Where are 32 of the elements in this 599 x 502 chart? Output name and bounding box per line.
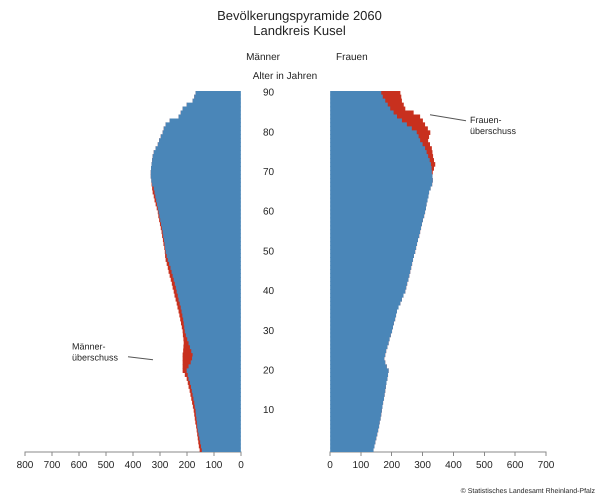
x-tick-label: 800 [16, 460, 34, 471]
x-tick-label: 700 [538, 460, 555, 471]
annotation: Männer- überschuss [72, 341, 119, 362]
y-tick-label: 40 [263, 286, 275, 298]
x-tick-label: 600 [70, 460, 88, 471]
x-tick-label: 300 [414, 460, 432, 471]
y-tick-label: 70 [263, 167, 275, 178]
text: Männer [245, 52, 280, 63]
x-tick-label: 100 [352, 460, 370, 471]
x-tick-label: 500 [98, 460, 115, 471]
x-tick-label: 200 [178, 460, 196, 471]
x-tick-label: 200 [383, 460, 400, 471]
y-tick-label: 10 [263, 405, 275, 416]
x-tick-label: 700 [44, 460, 61, 471]
x-tick-label: 0 [327, 460, 334, 471]
text: Bevölkerungspyramide 2060 Landkreis Kusel [216, 8, 383, 38]
y-tick-label: 90 [263, 88, 275, 99]
x-tick-label: 300 [152, 460, 169, 471]
y-tick-label: 50 [263, 246, 275, 258]
y-tick-label: 20 [263, 365, 275, 376]
x-tick-label: 100 [206, 460, 223, 471]
annotation: Frauen- überschuss [470, 115, 517, 136]
y-tick-label: 30 [263, 326, 275, 337]
y-tick-label: 60 [263, 206, 275, 218]
x-tick-label: 400 [445, 460, 462, 471]
x-tick-label: 600 [506, 460, 524, 471]
x-tick-label: 400 [124, 460, 142, 471]
chart-subtitle: Frauen [335, 52, 369, 63]
y-axis-title: Alter in Jahren [252, 71, 318, 82]
y-tick-label: 80 [263, 127, 275, 138]
x-tick-label: 0 [238, 460, 244, 471]
x-tick-label: 500 [476, 460, 494, 471]
